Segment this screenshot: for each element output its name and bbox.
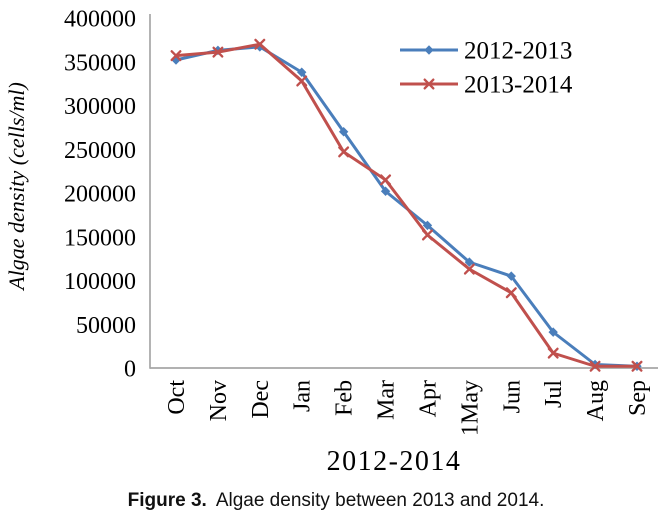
y-tick-label: 50000 [76, 313, 136, 339]
x-marker [505, 287, 517, 299]
x-marker [423, 78, 435, 90]
figure-caption-label: Figure 3. [127, 490, 207, 511]
y-tick-label: 300000 [64, 94, 136, 120]
x-tick-label: Dec [248, 380, 274, 419]
y-tick-label: 150000 [64, 225, 136, 251]
diamond-marker [213, 45, 223, 56]
algae-density-line-chart: 0 50000 100000 150000 200000 250000 300000 3500… [4, 7, 658, 477]
x-marker [296, 75, 308, 87]
x-tick-label: Jan [290, 380, 316, 412]
diamond-marker [338, 127, 349, 137]
x-marker [589, 360, 601, 372]
x-marker [380, 174, 392, 186]
x-marker [338, 146, 350, 158]
x-axis-title: 2012-2014 [327, 446, 462, 477]
legend-label: 2013-2014 [464, 72, 573, 99]
diamond-marker [548, 327, 558, 337]
x-tick-label: Sep [625, 380, 651, 416]
x-tick-label: Nov [206, 380, 232, 421]
x-tick-label: Jul [541, 380, 567, 408]
diamond-marker [422, 220, 433, 231]
x-tick-label: Aug [583, 380, 609, 421]
x-marker [212, 46, 224, 58]
diamond-marker [297, 67, 307, 77]
series-line [174, 42, 639, 368]
diamond-marker [464, 257, 475, 267]
y-axis-title: Algae density (cells/ml) [4, 82, 29, 292]
figure-caption-text: Algae density between 2013 and 2014. [215, 490, 545, 511]
x-marker [631, 360, 643, 372]
x-tick-label: Oct [164, 380, 190, 415]
x-marker [547, 347, 559, 359]
x-tick-label: 1May [457, 380, 483, 436]
y-tick-label: 400000 [64, 7, 136, 33]
y-tick-label: 250000 [64, 138, 136, 164]
figure-caption: Figure 3. Algae density between 2013 and … [0, 490, 672, 512]
y-tick-label: 100000 [64, 269, 136, 295]
y-tick-label: 350000 [64, 50, 136, 76]
diamond-marker [506, 271, 516, 281]
x-marker [463, 263, 475, 275]
y-tick-label: 200000 [64, 182, 136, 208]
diamond-marker [424, 45, 434, 55]
x-tick-label: Apr [415, 380, 441, 417]
diamond-marker [380, 186, 391, 196]
legend-item-2013-2014: 2013-2014 [400, 72, 573, 99]
diamond-marker [171, 55, 181, 65]
x-tick-label: Mar [374, 380, 400, 420]
series-2013-2014 [170, 38, 643, 372]
y-tick-label: 0 [124, 357, 136, 383]
x-marker [254, 38, 266, 50]
legend-label: 2012-2013 [464, 38, 572, 65]
x-tick-label: Jun [499, 380, 525, 413]
x-marker [170, 50, 182, 62]
legend-item-2012-2013: 2012-2013 [400, 38, 572, 65]
x-marker [421, 229, 433, 241]
x-tick-label: Feb [332, 380, 358, 416]
